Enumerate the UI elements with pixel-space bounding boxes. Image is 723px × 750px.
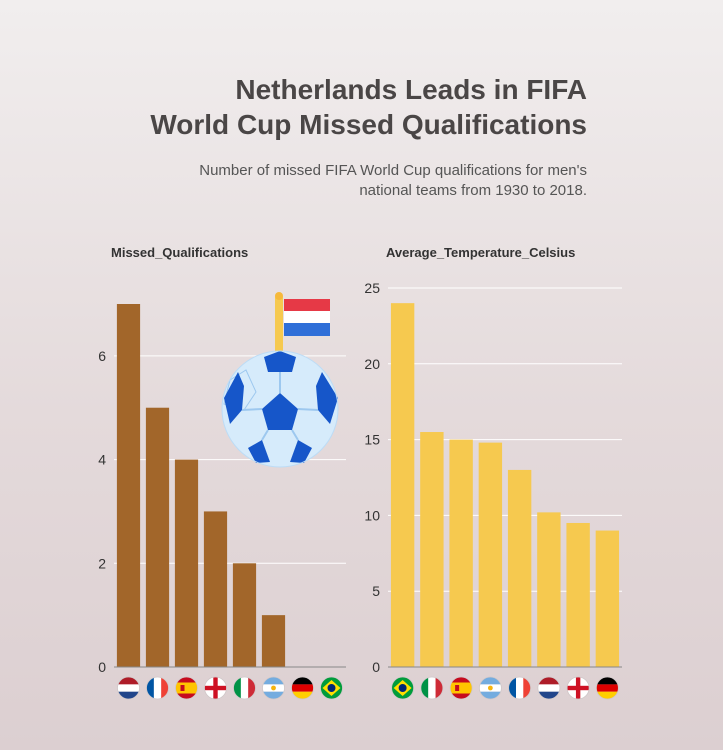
- bar-france: [507, 469, 532, 667]
- y-tick-label: 6: [98, 348, 106, 364]
- bar-netherlands: [116, 304, 141, 667]
- netherlands-flag-icon: [275, 292, 330, 358]
- missed-qualifications-panel: Missed_Qualifications 0 2 4 6: [98, 245, 346, 700]
- spain-flag-icon: [449, 676, 473, 700]
- bar-brazil: [390, 303, 415, 667]
- y-tick-label: 15: [364, 432, 380, 448]
- y-tick-label: 2: [98, 555, 106, 571]
- y-tick-label: 10: [364, 507, 380, 523]
- soccer-ball-icon: [221, 350, 339, 468]
- chart-title-line-1: Netherlands Leads in FIFA: [235, 74, 587, 105]
- italy-flag-icon: [233, 676, 256, 700]
- england-flag-icon: [204, 676, 227, 700]
- average-temperature-panel: Average_Temperature_Celsius 0 5 10 15 20 25: [364, 245, 622, 700]
- bar-argentina: [261, 615, 286, 667]
- bar-england: [566, 522, 590, 667]
- y-tick-label: 25: [364, 280, 380, 296]
- y-tick-label: 20: [364, 356, 380, 372]
- brazil-flag-icon: [391, 676, 415, 700]
- chart-title: Netherlands Leads in FIFA World Cup Miss…: [67, 72, 587, 142]
- italy-flag-icon: [420, 676, 444, 700]
- france-flag-icon: [146, 676, 169, 700]
- bar-argentina: [478, 442, 503, 667]
- panel-title: Average_Temperature_Celsius: [386, 245, 575, 260]
- bar-netherlands: [537, 512, 561, 667]
- bar-italy: [420, 432, 444, 667]
- bar-italy: [232, 563, 257, 667]
- brazil-flag-icon: [320, 676, 343, 700]
- y-tick-label: 0: [98, 659, 106, 675]
- chart-subtitle-line-1: Number of missed FIFA World Cup qualific…: [199, 162, 587, 179]
- netherlands-flag-icon: [537, 676, 561, 700]
- germany-flag-icon: [595, 676, 619, 700]
- argentina-flag-icon: [478, 676, 502, 700]
- bar-spain: [449, 439, 473, 667]
- panel-title: Missed_Qualifications: [111, 245, 248, 260]
- chart-subtitle: Number of missed FIFA World Cup qualific…: [107, 161, 587, 201]
- bar-england: [203, 511, 228, 667]
- bar-germany: [595, 530, 620, 667]
- germany-flag-icon: [291, 676, 314, 700]
- netherlands-flag-icon: [117, 676, 140, 700]
- chart-title-line-2: World Cup Missed Qualifications: [150, 109, 587, 140]
- bar-france: [145, 407, 170, 667]
- england-flag-icon: [566, 676, 590, 700]
- y-tick-label: 5: [372, 583, 380, 599]
- bar-spain: [174, 459, 199, 667]
- france-flag-icon: [508, 676, 532, 700]
- y-tick-label: 4: [98, 452, 106, 468]
- y-tick-label: 0: [372, 659, 380, 675]
- spain-flag-icon: [175, 676, 198, 700]
- argentina-flag-icon: [262, 676, 285, 700]
- chart-subtitle-line-2: national teams from 1930 to 2018.: [359, 182, 587, 199]
